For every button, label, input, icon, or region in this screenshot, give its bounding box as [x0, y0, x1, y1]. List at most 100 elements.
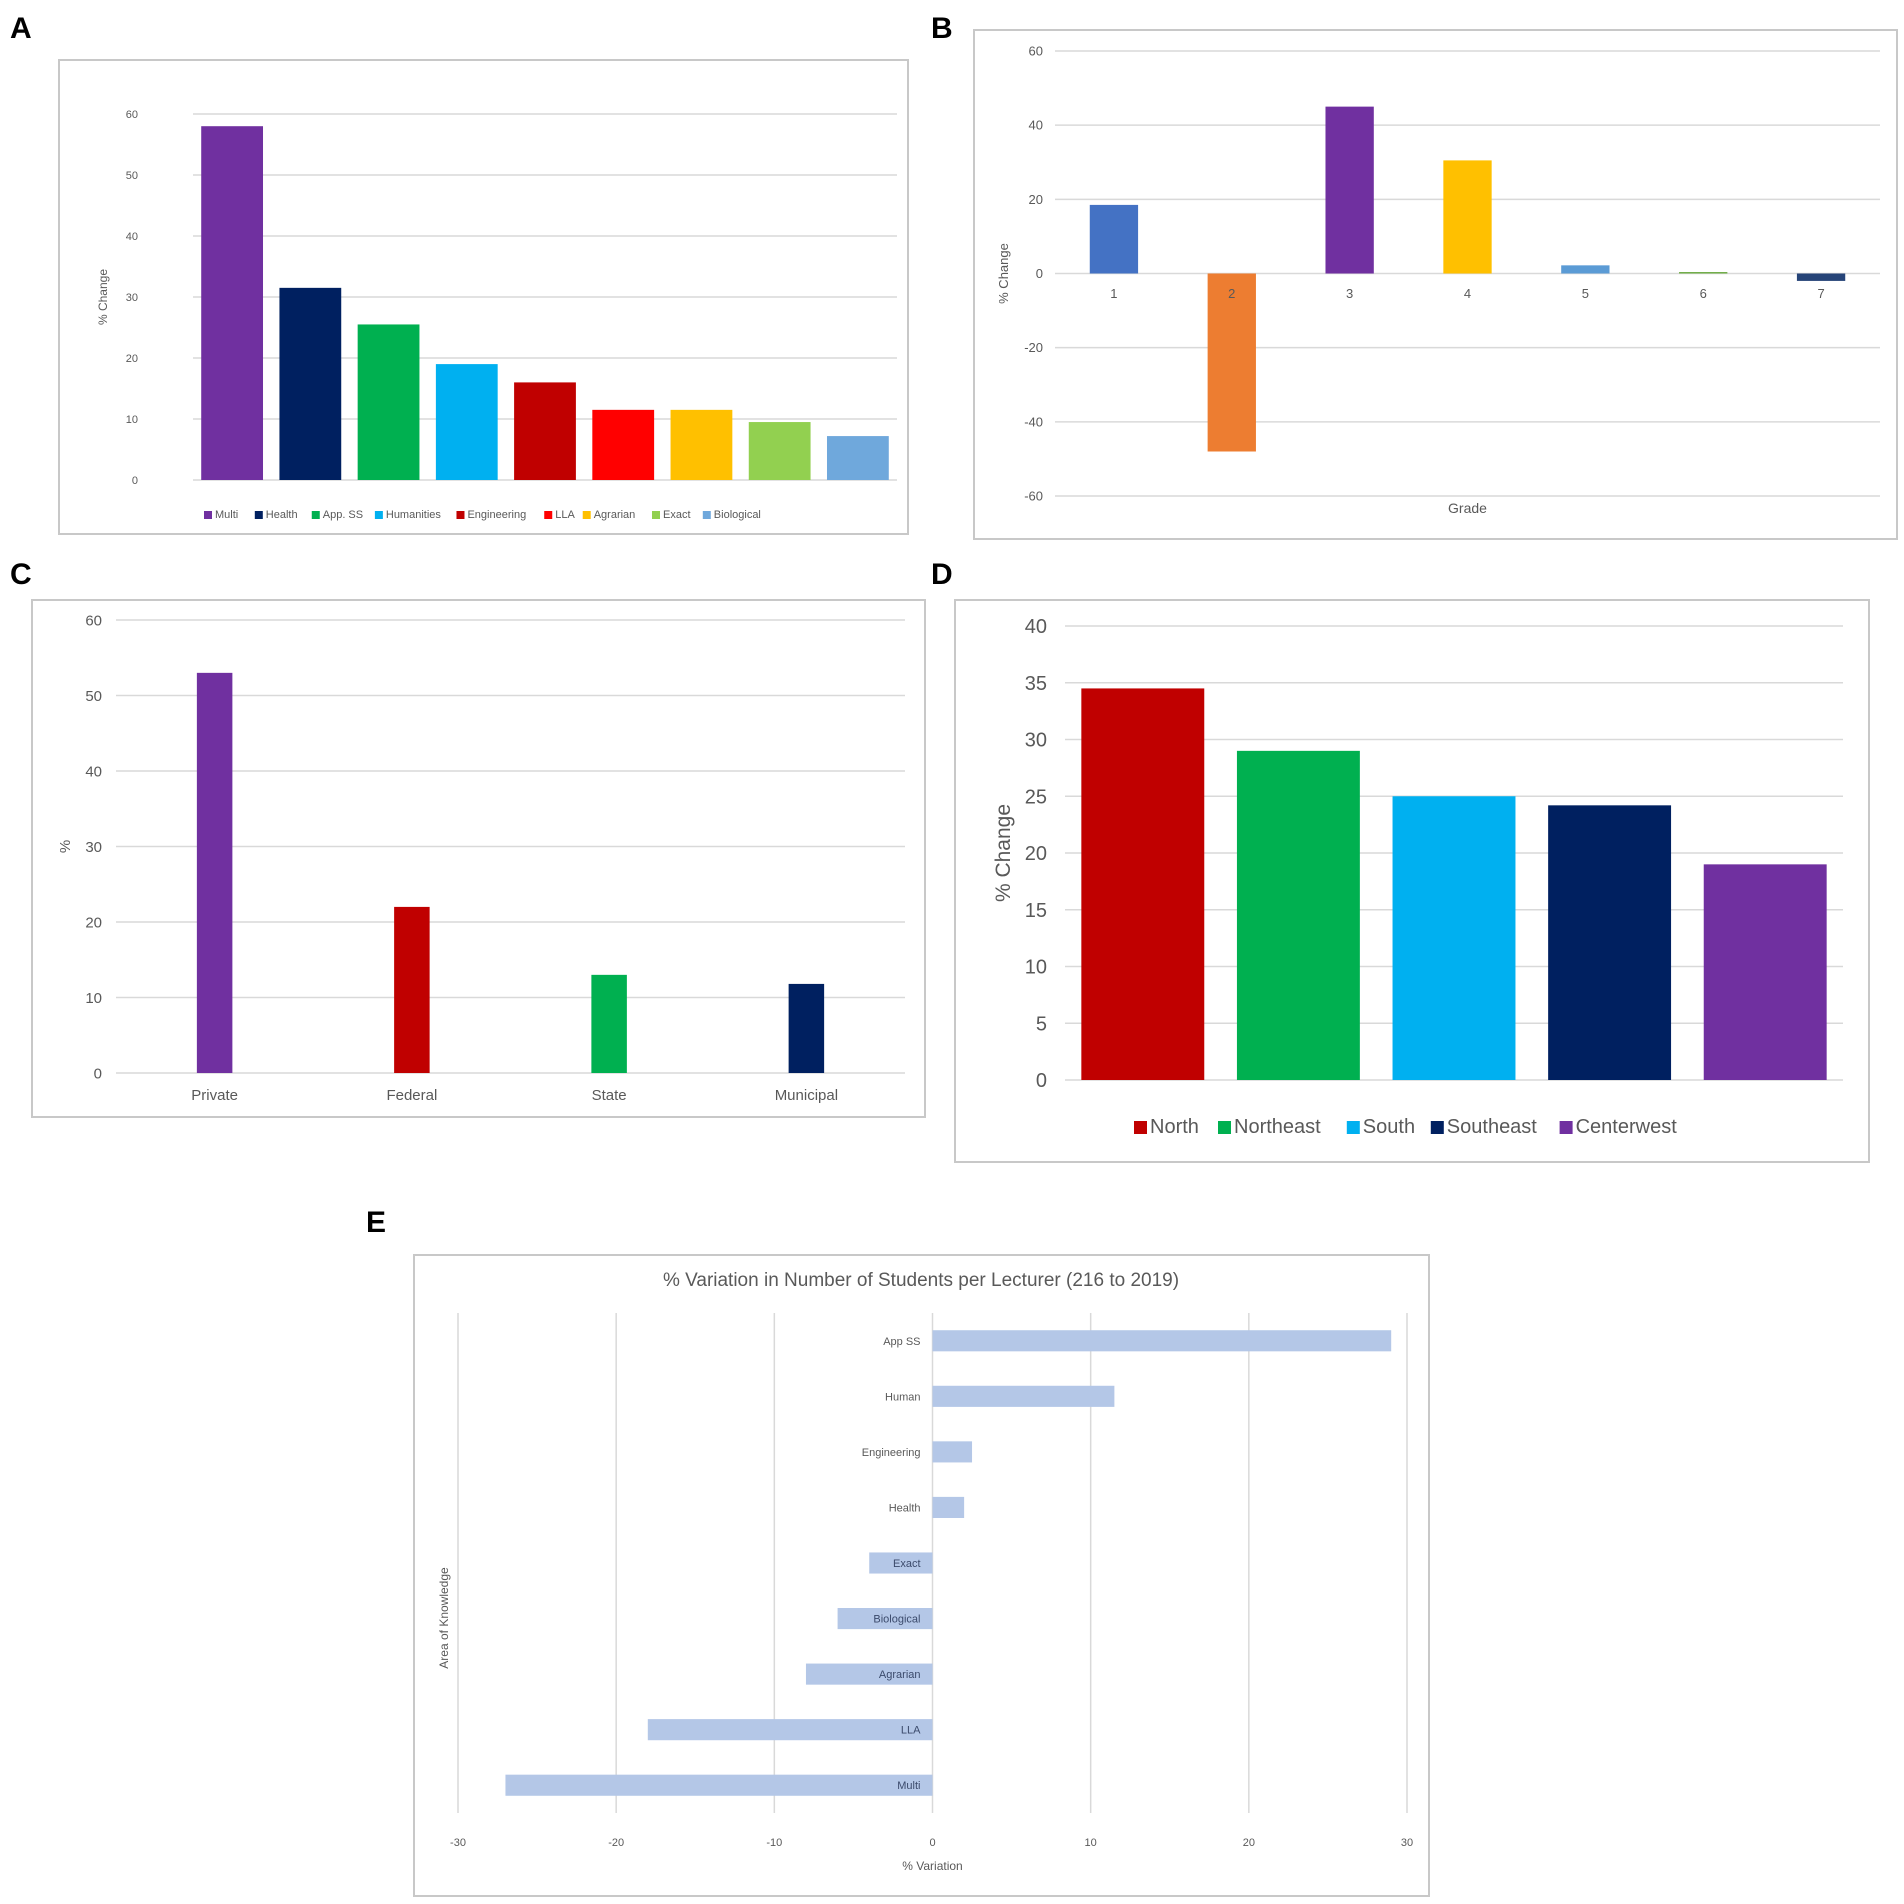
chart-d-y-tick: 35 — [1025, 673, 1047, 695]
chart-b-x-tick: 2 — [1228, 286, 1235, 301]
chart-a-bar-multi — [201, 126, 264, 480]
chart-a-legend-swatch-app-ss — [311, 511, 320, 519]
chart-b-bar-7 — [1796, 273, 1846, 281]
chart-d-legend-label: Northeast — [1234, 1116, 1321, 1138]
chart-c-x-tick: Private — [191, 1087, 238, 1104]
chart-b-bar-6 — [1679, 272, 1728, 274]
chart-d-legend-label: South — [1363, 1116, 1415, 1138]
chart-e-y-tick: Health — [889, 1502, 921, 1514]
chart-c-x-tick: Municipal — [775, 1087, 838, 1104]
chart-d-legend-swatch-south — [1346, 1121, 1360, 1134]
chart-b-bar-3 — [1325, 106, 1374, 274]
chart-a-legend-swatch-exact — [652, 511, 660, 519]
chart-e-bar-lla — [647, 1719, 933, 1741]
chart-b-x-tick: 1 — [1110, 286, 1117, 301]
chart-b-y-tick: 40 — [1029, 118, 1043, 133]
chart-b-bar-1 — [1089, 204, 1139, 274]
chart-e-y-tick: App SS — [883, 1336, 920, 1348]
chart-b-bar-2 — [1207, 273, 1256, 452]
chart-c-bar-federal — [394, 906, 430, 1073]
chart-b-frame — [973, 29, 1898, 540]
chart-e-bar-health — [932, 1496, 965, 1518]
chart-a-legend-label: Humanities — [386, 509, 442, 521]
chart-e-y-tick: Exact — [893, 1558, 921, 1570]
chart-c-x-tick: State — [592, 1087, 627, 1104]
chart-d-y-tick: 30 — [1025, 730, 1047, 752]
chart-e-y-tick: Agrarian — [879, 1669, 921, 1681]
chart-c-y-tick: 60 — [85, 612, 102, 629]
chart-d-bar-southeast — [1548, 805, 1672, 1080]
chart-e-y-tick: LLA — [901, 1725, 921, 1737]
chart-c: 0 10 20 30 40 50 60 Private Federal State Municipa… — [57, 612, 905, 1104]
chart-e-y-tick: Multi — [897, 1780, 920, 1792]
chart-e-bar-biological — [837, 1608, 933, 1630]
chart-d-legend-swatch-southeast — [1430, 1121, 1444, 1134]
chart-c-y-tick: 10 — [85, 990, 102, 1007]
chart-e-y-axis-label: Area of Knowledge — [437, 1567, 451, 1669]
chart-a-y-tick: 10 — [126, 414, 138, 426]
chart-d: 0 5 10 15 20 25 30 35 40 % Change North Northeast So… — [992, 616, 1843, 1138]
chart-b-x-tick: 3 — [1346, 286, 1353, 301]
chart-a-y-tick: 30 — [126, 292, 138, 304]
chart-b-y-axis-label: % Change — [996, 243, 1011, 304]
chart-e-x-tick: 0 — [929, 1837, 935, 1849]
chart-a-bar-engineering — [514, 382, 576, 480]
chart-d-y-tick: 20 — [1025, 843, 1047, 865]
chart-d-bar-south — [1392, 796, 1516, 1080]
chart-b-x-axis-label: Grade — [1448, 500, 1487, 516]
chart-d-bar-north — [1081, 688, 1205, 1080]
chart-a-legend-swatch-multi — [204, 511, 212, 519]
panel-letter-d: D — [931, 558, 953, 591]
chart-a-bar-agrarian — [670, 409, 733, 480]
chart-e-x-tick: -30 — [450, 1837, 466, 1849]
chart-a-legend-swatch-biological — [702, 511, 711, 519]
chart-a-bar-health — [279, 287, 342, 480]
chart-e-x-tick: -10 — [766, 1837, 782, 1849]
chart-a-legend-swatch-humanities — [374, 511, 383, 519]
panel-letter-b: B — [931, 12, 953, 45]
chart-e-bar-engineering — [932, 1441, 973, 1463]
chart-b-y-tick: -20 — [1024, 340, 1043, 355]
chart-d-y-tick: 10 — [1025, 957, 1047, 979]
chart-e-bar-app-ss — [932, 1330, 1392, 1352]
chart-e-title: % Variation in Number of Students per Le… — [663, 1270, 1179, 1291]
chart-b-y-tick: 60 — [1029, 44, 1043, 59]
chart-d-legend-swatch-centerwest — [1559, 1121, 1573, 1134]
chart-a-legend-label: Agrarian — [594, 509, 636, 521]
chart-c-bar-private — [196, 672, 233, 1073]
chart-e-x-axis-label: % Variation — [902, 1859, 962, 1873]
chart-a-legend-swatch-lla — [544, 511, 553, 519]
chart-e-bar-agrarian — [805, 1663, 933, 1685]
chart-e-x-tick: 20 — [1243, 1837, 1255, 1849]
chart-a-legend-label: LLA — [555, 509, 575, 521]
chart-e-y-tick: Human — [885, 1391, 920, 1403]
chart-d-legend-label: Centerwest — [1576, 1116, 1678, 1138]
chart-b-x-tick: 4 — [1464, 286, 1471, 301]
chart-a-legend-swatch-agrarian — [582, 511, 591, 519]
chart-a-bar-app-ss — [357, 324, 420, 480]
chart-d-y-tick: 25 — [1025, 786, 1047, 808]
chart-a-bar-exact — [748, 422, 811, 480]
chart-a-bar-humanities — [435, 364, 498, 480]
chart-c-x-tick: Federal — [386, 1087, 437, 1104]
chart-c-y-axis-label: % — [57, 840, 74, 853]
chart-a-legend-label: Biological — [714, 509, 761, 521]
chart-c-bar-state — [591, 974, 627, 1073]
chart-b-bar-5 — [1561, 265, 1610, 274]
chart-d-legend-label: Southeast — [1447, 1116, 1538, 1138]
chart-c-frame — [31, 599, 926, 1118]
chart-b-y-tick: 20 — [1029, 192, 1043, 207]
chart-e-bar-human — [932, 1385, 1115, 1407]
chart-a-legend-label: Exact — [663, 509, 691, 521]
chart-a-legend-label: App. SS — [323, 509, 363, 521]
chart-d-legend-swatch-north — [1134, 1121, 1147, 1134]
chart-a-bar-lla — [592, 409, 655, 480]
chart-a-y-axis-label: % Change — [96, 269, 110, 325]
chart-a-legend-label: Health — [266, 509, 298, 521]
chart-d-y-tick: 40 — [1025, 616, 1047, 638]
chart-a-y-tick: 40 — [126, 231, 138, 243]
chart-b-x-tick: 6 — [1700, 286, 1707, 301]
panel-letter-e: E — [366, 1206, 386, 1239]
chart-e-x-tick: 30 — [1401, 1837, 1413, 1849]
chart-b-x-tick: 7 — [1817, 286, 1824, 301]
